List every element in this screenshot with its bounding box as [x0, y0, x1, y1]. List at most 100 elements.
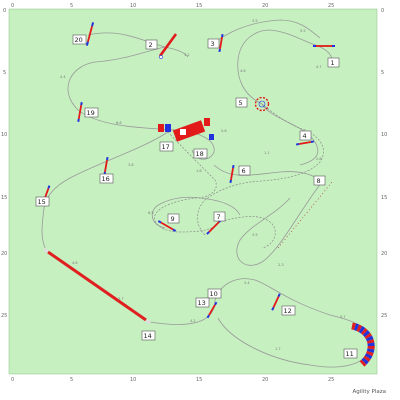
obstacle-number: 3 [207, 38, 220, 49]
tick-label: 20 [1, 251, 7, 257]
tick-label: 25 [381, 313, 387, 319]
distance-label: 3.8 [128, 163, 134, 167]
obstacle-number: 20 [72, 34, 87, 45]
obstacle-number: 18 [193, 148, 208, 159]
jump [206, 301, 218, 319]
course-path [149, 278, 373, 368]
obstacle-number: 4 [299, 130, 312, 141]
tick-label: 25 [328, 377, 334, 383]
tick-label: 15 [196, 3, 202, 9]
tick-label: 25 [328, 3, 334, 9]
svg-text:17: 17 [162, 143, 170, 151]
tick-label: 10 [130, 377, 136, 383]
obstacle-number: 15 [35, 196, 50, 207]
course-path [237, 29, 333, 105]
jump [77, 101, 83, 123]
tick-label: 20 [381, 251, 387, 257]
svg-text:12: 12 [284, 307, 292, 315]
jump-bar [158, 33, 178, 57]
dogwalk [277, 181, 333, 249]
tick-label: 0 [11, 3, 14, 9]
svg-text:7: 7 [217, 213, 221, 221]
distance-label: 4.2 [190, 319, 196, 323]
obstacle-number: 16 [99, 173, 114, 184]
obstacle-number: 13 [195, 297, 210, 308]
obstacle-number: 14 [141, 330, 156, 341]
obstacle-number: 10 [207, 288, 222, 299]
distance-label: 6.6 [116, 121, 122, 125]
jump [85, 22, 95, 46]
dog-path [197, 103, 324, 236]
axis-bottom: 0 5 10 15 20 25 [11, 377, 334, 383]
tick-label: 15 [1, 195, 7, 201]
axis-right: 0 5 10 15 20 25 [381, 8, 387, 319]
distance-label: 1.7 [275, 347, 281, 351]
obstacle-numbers: 1 2 3 4 5 6 7 8 9 10 11 12 13 14 15 16 1… [35, 34, 358, 359]
obstacle-number: 17 [159, 141, 174, 152]
dog-path [154, 131, 219, 233]
svg-text:8: 8 [317, 177, 321, 185]
obstacle-number: 1 [327, 57, 340, 68]
obstacle-number: 9 [167, 213, 180, 224]
svg-text:3: 3 [211, 40, 215, 48]
jump [295, 140, 315, 146]
svg-text:16: 16 [102, 175, 110, 183]
tick-label: 20 [262, 3, 268, 9]
course-path [261, 103, 319, 166]
axis-top: 0 5 10 15 20 25 [11, 3, 334, 9]
course-path [41, 131, 169, 251]
svg-text:14: 14 [144, 332, 152, 340]
wall-jump [158, 118, 214, 142]
tick-label: 10 [381, 132, 387, 138]
svg-text:13: 13 [198, 299, 206, 307]
tick-label: 15 [381, 195, 387, 201]
svg-text:19: 19 [87, 109, 95, 117]
svg-text:9: 9 [171, 215, 175, 223]
tunnel [47, 250, 147, 322]
distance-label: 3.4 [244, 281, 250, 285]
obstacle-number: 11 [343, 348, 358, 359]
tick-label: 25 [1, 313, 7, 319]
obstacle-number: 19 [84, 107, 99, 118]
course-path [236, 181, 323, 266]
distance-label: 4.4 [60, 75, 66, 79]
tunnel-end [43, 247, 49, 254]
tick-label: 10 [1, 132, 7, 138]
jump [218, 33, 224, 53]
tick-label: 5 [381, 70, 384, 76]
svg-text:20: 20 [75, 36, 83, 44]
obstacle-number: 5 [235, 97, 248, 108]
svg-text:10: 10 [210, 290, 218, 298]
curved-tunnel-stripes [350, 322, 375, 367]
tick-label: 0 [3, 8, 6, 14]
brand-label: Agility Plaza [352, 389, 386, 395]
curved-tunnel [350, 322, 375, 367]
svg-text:2: 2 [149, 41, 153, 49]
distance-label: 3.5 [252, 233, 258, 237]
obstacle-number: 7 [213, 211, 226, 222]
distance-label: 6.5 [148, 211, 154, 215]
spread-jump [254, 96, 270, 112]
tick-label: 0 [381, 8, 384, 14]
distance-label: 2.3 [278, 263, 284, 267]
obstacle-number: 8 [313, 175, 326, 186]
distance-label: 4.7 [316, 65, 322, 69]
distance-label: 5.6 [221, 129, 227, 133]
obstacle-number: 6 [238, 165, 251, 176]
course-path [151, 196, 241, 229]
jump [271, 293, 281, 311]
dog-path [217, 216, 276, 249]
distance-label: 1.1 [264, 151, 270, 155]
jump [157, 220, 177, 232]
tick-label: 15 [196, 377, 202, 383]
axis-left: 0 5 10 15 20 25 [1, 8, 7, 319]
course-path [214, 19, 321, 43]
tunnel-end [145, 318, 151, 325]
svg-text:11: 11 [346, 350, 354, 358]
course-path [213, 164, 323, 183]
distance-label: 4.6 [240, 69, 246, 73]
svg-text:15: 15 [38, 198, 46, 206]
distance-label: 1.6 [196, 169, 202, 173]
distance-label: 4.8 [72, 261, 78, 265]
